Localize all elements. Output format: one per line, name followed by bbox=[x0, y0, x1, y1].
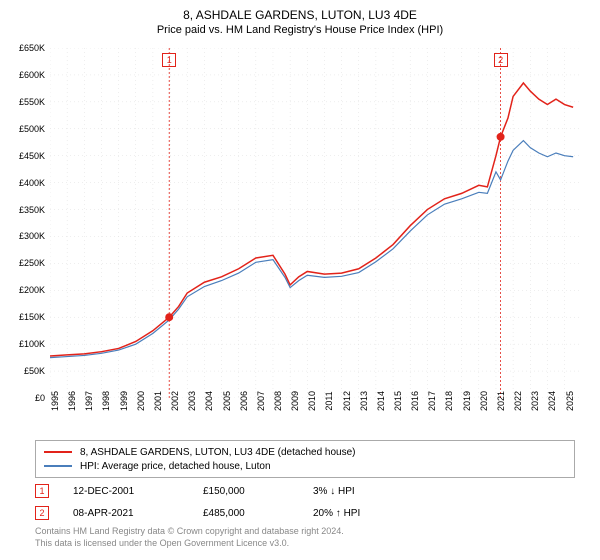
x-tick-label: 2025 bbox=[565, 391, 575, 411]
x-tick-label: 2005 bbox=[222, 391, 232, 411]
transaction-row: 1 12-DEC-2001 £150,000 3% ↓ HPI bbox=[35, 482, 575, 500]
x-tick-label: 2016 bbox=[410, 391, 420, 411]
y-tick-label: £250K bbox=[19, 258, 45, 268]
transaction-date: 08-APR-2021 bbox=[73, 508, 203, 519]
y-tick-label: £200K bbox=[19, 285, 45, 295]
x-tick-label: 1997 bbox=[84, 391, 94, 411]
x-tick-label: 1996 bbox=[67, 391, 77, 411]
x-tick-label: 2008 bbox=[273, 391, 283, 411]
transaction-marker: 2 bbox=[35, 506, 49, 520]
legend: 8, ASHDALE GARDENS, LUTON, LU3 4DE (deta… bbox=[35, 440, 575, 478]
legend-swatch bbox=[44, 465, 72, 467]
x-tick-label: 2002 bbox=[170, 391, 180, 411]
legend-label: HPI: Average price, detached house, Luto… bbox=[80, 461, 271, 472]
transaction-delta: 20% ↑ HPI bbox=[313, 508, 433, 519]
y-tick-label: £450K bbox=[19, 151, 45, 161]
x-tick-label: 2009 bbox=[290, 391, 300, 411]
x-tick-label: 2010 bbox=[307, 391, 317, 411]
event-marker: 2 bbox=[494, 53, 508, 67]
y-tick-label: £550K bbox=[19, 97, 45, 107]
legend-label: 8, ASHDALE GARDENS, LUTON, LU3 4DE (deta… bbox=[80, 447, 356, 458]
x-tick-label: 2024 bbox=[547, 391, 557, 411]
y-tick-label: £500K bbox=[19, 124, 45, 134]
x-tick-label: 2003 bbox=[187, 391, 197, 411]
transaction-price: £150,000 bbox=[203, 486, 313, 497]
chart-subtitle: Price paid vs. HM Land Registry's House … bbox=[0, 24, 600, 36]
x-tick-label: 2006 bbox=[239, 391, 249, 411]
x-tick-label: 1999 bbox=[119, 391, 129, 411]
event-marker: 1 bbox=[162, 53, 176, 67]
line-chart bbox=[50, 48, 580, 398]
legend-swatch bbox=[44, 451, 72, 453]
transaction-date: 12-DEC-2001 bbox=[73, 486, 203, 497]
transaction-price: £485,000 bbox=[203, 508, 313, 519]
x-tick-label: 1998 bbox=[101, 391, 111, 411]
footer-line: This data is licensed under the Open Gov… bbox=[35, 538, 575, 550]
x-tick-label: 2013 bbox=[359, 391, 369, 411]
footer: Contains HM Land Registry data © Crown c… bbox=[35, 526, 575, 549]
x-tick-label: 2014 bbox=[376, 391, 386, 411]
chart-area: £0£50K£100K£150K£200K£250K£300K£350K£400… bbox=[50, 48, 580, 398]
x-tick-label: 2022 bbox=[513, 391, 523, 411]
transaction-delta: 3% ↓ HPI bbox=[313, 486, 433, 497]
legend-item: 8, ASHDALE GARDENS, LUTON, LU3 4DE (deta… bbox=[44, 445, 566, 459]
y-tick-label: £350K bbox=[19, 205, 45, 215]
legend-item: HPI: Average price, detached house, Luto… bbox=[44, 459, 566, 473]
x-tick-label: 2000 bbox=[136, 391, 146, 411]
transactions: 1 12-DEC-2001 £150,000 3% ↓ HPI 2 08-APR… bbox=[35, 478, 575, 522]
y-tick-label: £100K bbox=[19, 339, 45, 349]
x-tick-label: 2021 bbox=[496, 391, 506, 411]
y-tick-label: £50K bbox=[24, 366, 45, 376]
x-tick-label: 2011 bbox=[324, 391, 334, 410]
x-tick-label: 2001 bbox=[153, 391, 163, 411]
y-tick-label: £0 bbox=[35, 393, 45, 403]
x-tick-label: 2019 bbox=[462, 391, 472, 411]
x-tick-label: 2007 bbox=[256, 391, 266, 411]
y-tick-label: £650K bbox=[19, 43, 45, 53]
x-tick-label: 2017 bbox=[427, 391, 437, 411]
footer-line: Contains HM Land Registry data © Crown c… bbox=[35, 526, 575, 538]
transaction-row: 2 08-APR-2021 £485,000 20% ↑ HPI bbox=[35, 504, 575, 522]
x-tick-label: 2020 bbox=[479, 391, 489, 411]
x-tick-label: 2015 bbox=[393, 391, 403, 411]
x-tick-label: 2018 bbox=[444, 391, 454, 411]
chart-container: 8, ASHDALE GARDENS, LUTON, LU3 4DE Price… bbox=[0, 0, 600, 560]
transaction-marker: 1 bbox=[35, 484, 49, 498]
y-tick-label: £300K bbox=[19, 231, 45, 241]
y-tick-label: £400K bbox=[19, 178, 45, 188]
y-tick-label: £150K bbox=[19, 312, 45, 322]
x-tick-label: 2012 bbox=[342, 391, 352, 411]
x-tick-label: 2023 bbox=[530, 391, 540, 411]
y-tick-label: £600K bbox=[19, 70, 45, 80]
chart-title: 8, ASHDALE GARDENS, LUTON, LU3 4DE bbox=[0, 8, 600, 22]
title-area: 8, ASHDALE GARDENS, LUTON, LU3 4DE Price… bbox=[0, 0, 600, 36]
x-tick-label: 1995 bbox=[50, 391, 60, 411]
x-tick-label: 2004 bbox=[204, 391, 214, 411]
